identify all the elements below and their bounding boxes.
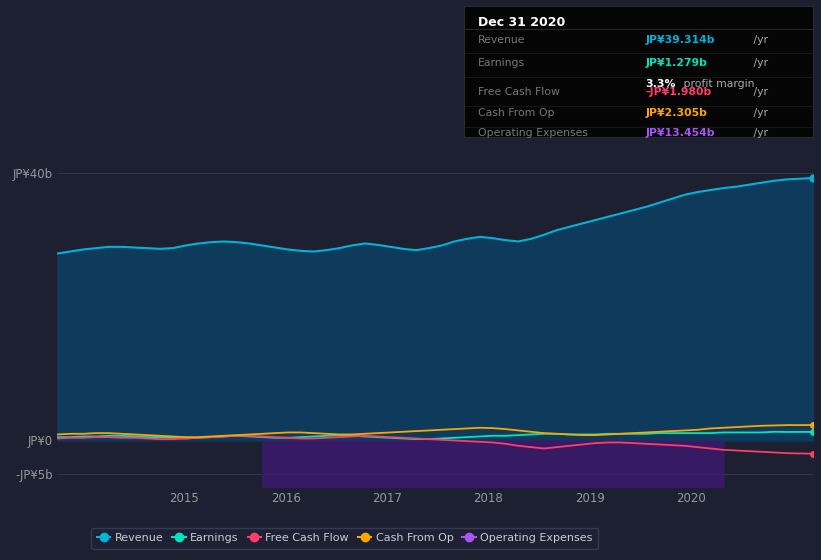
Text: Cash From Op: Cash From Op xyxy=(478,108,554,118)
Text: /yr: /yr xyxy=(750,108,768,118)
Text: Operating Expenses: Operating Expenses xyxy=(478,128,588,138)
Text: Free Cash Flow: Free Cash Flow xyxy=(478,87,560,97)
Legend: Revenue, Earnings, Free Cash Flow, Cash From Op, Operating Expenses: Revenue, Earnings, Free Cash Flow, Cash … xyxy=(91,528,599,549)
Text: Dec 31 2020: Dec 31 2020 xyxy=(478,16,565,29)
Text: -JP¥1.980b: -JP¥1.980b xyxy=(645,87,712,97)
Text: Revenue: Revenue xyxy=(478,35,525,45)
Text: /yr: /yr xyxy=(750,87,768,97)
Text: profit margin: profit margin xyxy=(680,80,754,89)
Text: 3.3%: 3.3% xyxy=(645,80,676,89)
Text: /yr: /yr xyxy=(750,128,768,138)
Text: Earnings: Earnings xyxy=(478,58,525,68)
Text: JP¥39.314b: JP¥39.314b xyxy=(645,35,715,45)
Text: JP¥13.454b: JP¥13.454b xyxy=(645,128,715,138)
Text: JP¥1.279b: JP¥1.279b xyxy=(645,58,707,68)
Text: /yr: /yr xyxy=(750,58,768,68)
Text: /yr: /yr xyxy=(750,35,768,45)
Text: JP¥2.305b: JP¥2.305b xyxy=(645,108,707,118)
